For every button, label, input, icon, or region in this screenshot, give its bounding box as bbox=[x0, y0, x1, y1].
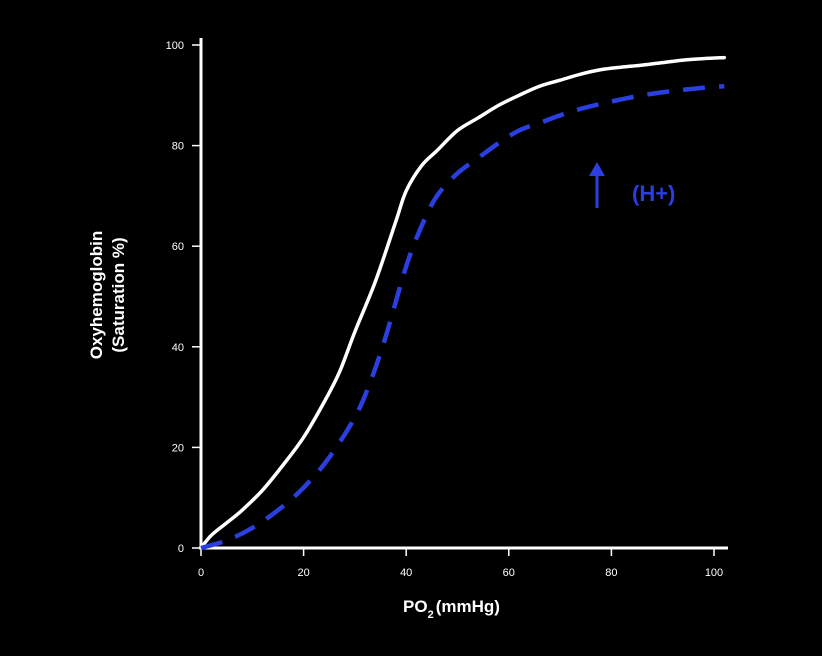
y-tick-label: 80 bbox=[172, 141, 184, 153]
y-axis-ticks: 0 20 40 60 80 100 bbox=[166, 40, 201, 555]
y-axis-title-line1: Oxyhemoglobin bbox=[87, 231, 106, 359]
x-axis-title-unit: (mmHg) bbox=[436, 597, 500, 616]
x-axis-title-subscript: 2 bbox=[428, 609, 434, 621]
x-tick-label: 40 bbox=[400, 567, 412, 579]
h-plus-annotation: (H+) bbox=[589, 162, 675, 208]
series-line-blue-dashed bbox=[200, 84, 725, 551]
x-tick-label: 0 bbox=[198, 567, 204, 579]
y-tick-label: 40 bbox=[172, 342, 184, 354]
y-axis-title-line2: (Saturation %) bbox=[109, 237, 128, 352]
y-axis-title: Oxyhemoglobin (Saturation %) bbox=[87, 231, 128, 359]
x-axis-title-main: PO bbox=[403, 597, 428, 616]
y-tick-label: 100 bbox=[166, 40, 184, 52]
annotation-label: (H+) bbox=[632, 181, 675, 206]
x-tick-label: 80 bbox=[605, 567, 617, 579]
x-tick-label: 100 bbox=[705, 567, 723, 579]
y-tick-label: 60 bbox=[172, 241, 184, 253]
y-tick-label: 0 bbox=[178, 543, 184, 555]
series-line-white-solid bbox=[199, 55, 727, 550]
y-tick-label: 20 bbox=[172, 442, 184, 454]
x-tick-label: 60 bbox=[503, 567, 515, 579]
up-arrow-head-icon bbox=[589, 162, 605, 176]
x-axis-title: PO2 (mmHg) bbox=[403, 597, 500, 621]
x-tick-label: 20 bbox=[297, 567, 309, 579]
